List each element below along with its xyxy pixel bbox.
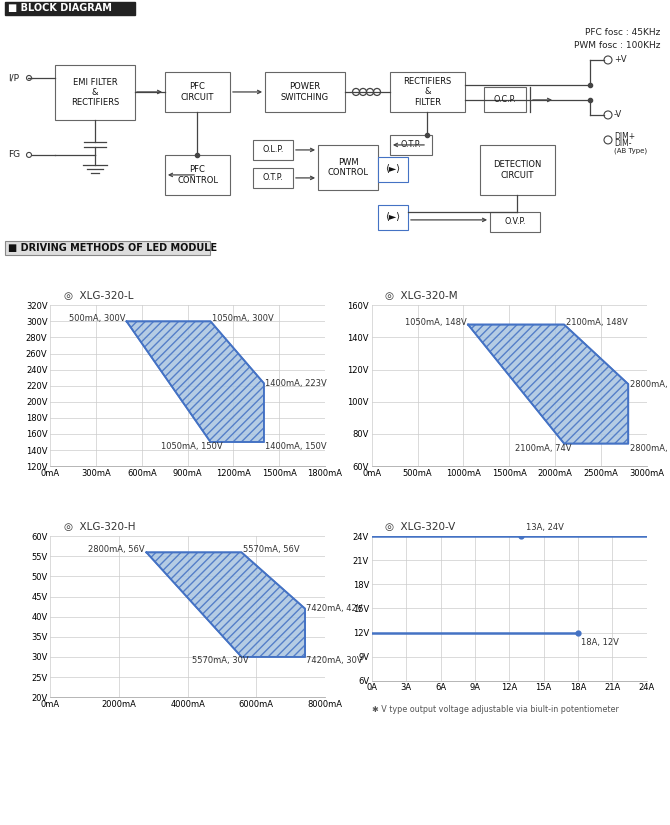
Text: PFC fosc : 45KHz
PWM fosc : 100KHz: PFC fosc : 45KHz PWM fosc : 100KHz — [574, 28, 660, 50]
FancyBboxPatch shape — [378, 205, 408, 230]
Text: ■ DRIVING METHODS OF LED MODULE: ■ DRIVING METHODS OF LED MODULE — [8, 243, 217, 253]
Polygon shape — [127, 321, 264, 442]
Text: +V: +V — [614, 55, 626, 64]
Text: 1400mA, 150V: 1400mA, 150V — [265, 441, 327, 450]
Text: -V: -V — [614, 111, 622, 120]
Text: ◎  XLG-320-M: ◎ XLG-320-M — [385, 291, 458, 301]
Text: ◎  XLG-320-V: ◎ XLG-320-V — [385, 522, 456, 532]
Text: O.C.P.: O.C.P. — [494, 95, 517, 104]
Text: 7420mA, 42V: 7420mA, 42V — [306, 604, 363, 613]
Text: EMI FILTER
&
RECTIFIERS: EMI FILTER & RECTIFIERS — [71, 78, 119, 107]
Text: 2800mA, 56V: 2800mA, 56V — [88, 545, 145, 554]
FancyBboxPatch shape — [390, 72, 465, 112]
Text: 2800mA, 111V: 2800mA, 111V — [630, 380, 670, 389]
Text: 13A, 24V: 13A, 24V — [527, 523, 564, 532]
FancyBboxPatch shape — [165, 155, 230, 195]
Text: O.V.P.: O.V.P. — [505, 218, 526, 226]
Text: O.T.P.: O.T.P. — [263, 173, 283, 182]
FancyBboxPatch shape — [253, 168, 293, 188]
Text: ◎  XLG-320-L: ◎ XLG-320-L — [64, 291, 133, 301]
FancyBboxPatch shape — [253, 140, 293, 160]
FancyBboxPatch shape — [5, 2, 135, 15]
Text: FG: FG — [8, 150, 20, 159]
Text: 5570mA, 30V: 5570mA, 30V — [192, 656, 249, 665]
Text: DIM+: DIM+ — [614, 133, 635, 141]
FancyBboxPatch shape — [265, 72, 345, 112]
FancyBboxPatch shape — [484, 87, 526, 112]
FancyBboxPatch shape — [480, 145, 555, 195]
Text: ■ BLOCK DIAGRAM: ■ BLOCK DIAGRAM — [8, 3, 112, 13]
Text: ⟨►⟩: ⟨►⟩ — [385, 212, 401, 223]
Text: 2100mA, 74V: 2100mA, 74V — [515, 444, 572, 453]
FancyBboxPatch shape — [318, 145, 378, 190]
Text: 18A, 12V: 18A, 12V — [582, 638, 619, 647]
Text: O.T.P.: O.T.P. — [401, 140, 421, 149]
Text: 1400mA, 223V: 1400mA, 223V — [265, 379, 327, 388]
Text: I/P: I/P — [8, 73, 19, 82]
Text: 1050mA, 300V: 1050mA, 300V — [212, 314, 273, 323]
Polygon shape — [146, 553, 305, 657]
Text: RECTIFIERS
&
FILTER: RECTIFIERS & FILTER — [403, 77, 452, 107]
Text: 1050mA, 148V: 1050mA, 148V — [405, 318, 466, 327]
Text: (AB Type): (AB Type) — [614, 148, 647, 154]
Text: ⟨►⟩: ⟨►⟩ — [385, 164, 401, 174]
Text: ✱ V type output voltage adjustable via biult-in potentiometer: ✱ V type output voltage adjustable via b… — [372, 705, 618, 714]
FancyBboxPatch shape — [490, 212, 540, 232]
Text: PFC
CIRCUIT: PFC CIRCUIT — [181, 82, 214, 101]
Text: DETECTION
CIRCUIT: DETECTION CIRCUIT — [493, 160, 541, 180]
Text: POWER
SWITCHING: POWER SWITCHING — [281, 82, 329, 101]
Text: 1050mA, 150V: 1050mA, 150V — [161, 441, 222, 450]
Text: DIM-: DIM- — [614, 139, 632, 148]
Text: ◎  XLG-320-H: ◎ XLG-320-H — [64, 522, 135, 532]
Text: O.L.P.: O.L.P. — [263, 145, 283, 154]
FancyBboxPatch shape — [5, 241, 210, 255]
Text: 500mA, 300V: 500mA, 300V — [69, 314, 125, 323]
Polygon shape — [468, 324, 628, 444]
FancyBboxPatch shape — [390, 135, 432, 155]
Text: PWM
CONTROL: PWM CONTROL — [328, 158, 368, 177]
Text: 2100mA, 148V: 2100mA, 148V — [565, 318, 627, 327]
FancyBboxPatch shape — [378, 157, 408, 182]
Text: 7420mA, 30V: 7420mA, 30V — [306, 656, 363, 665]
Text: 5570mA, 56V: 5570mA, 56V — [243, 545, 299, 554]
FancyBboxPatch shape — [165, 72, 230, 112]
FancyBboxPatch shape — [55, 65, 135, 120]
Text: PFC
CONTROL: PFC CONTROL — [177, 165, 218, 185]
Text: 2800mA, 74V: 2800mA, 74V — [630, 444, 670, 453]
